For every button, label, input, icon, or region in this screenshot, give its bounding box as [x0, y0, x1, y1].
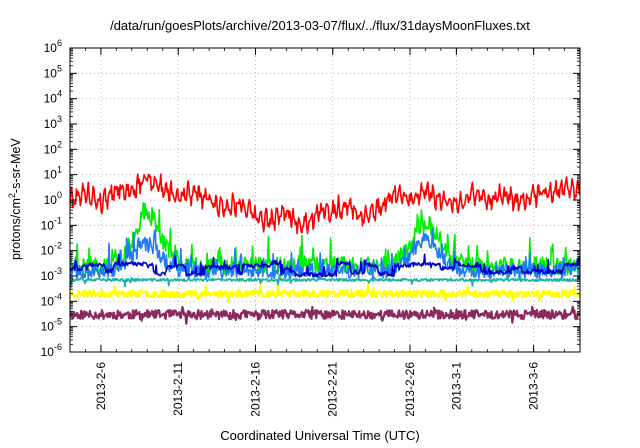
series-line-3	[70, 202, 580, 276]
y-tick-label: 103	[44, 114, 62, 131]
x-tick-label: 2013-3-1	[449, 362, 463, 410]
y-tick-label: 10-2	[41, 241, 62, 258]
x-axis-label: Coordinated Universal Time (UTC)	[220, 428, 420, 443]
x-tick-label: 2013-2-21	[326, 362, 340, 417]
series-line-6	[70, 173, 580, 235]
y-tick-label: 101	[44, 165, 62, 182]
series-line-0	[70, 305, 580, 325]
y-tick-label: 10-6	[41, 342, 62, 359]
y-tick-label: 102	[44, 139, 62, 156]
y-axis-label: protons/cm2-s-sr-MeV	[6, 138, 24, 260]
y-tick-label: 106	[44, 38, 62, 55]
y-tick-label: 10-4	[41, 291, 62, 308]
y-tick-label: 104	[44, 89, 62, 106]
series-line-5	[70, 253, 580, 278]
series-line-2	[70, 271, 580, 289]
y-tick-label: 105	[44, 63, 62, 80]
x-tick-label: 2013-2-6	[94, 362, 108, 410]
x-tick-label: 2013-2-16	[248, 362, 262, 417]
y-tick-label: 10-3	[41, 266, 62, 283]
y-tick-label: 100	[44, 190, 62, 207]
y-tick-label: 10-5	[41, 317, 62, 334]
x-tick-label: 2013-2-26	[403, 362, 417, 417]
chart-title: /data/run/goesPlots/archive/2013-03-07/f…	[110, 18, 530, 33]
x-tick-label: 2013-3-6	[527, 362, 541, 410]
x-tick-label: 2013-2-11	[171, 362, 185, 416]
y-tick-label: 10-1	[41, 215, 62, 232]
series-line-1	[70, 283, 580, 305]
